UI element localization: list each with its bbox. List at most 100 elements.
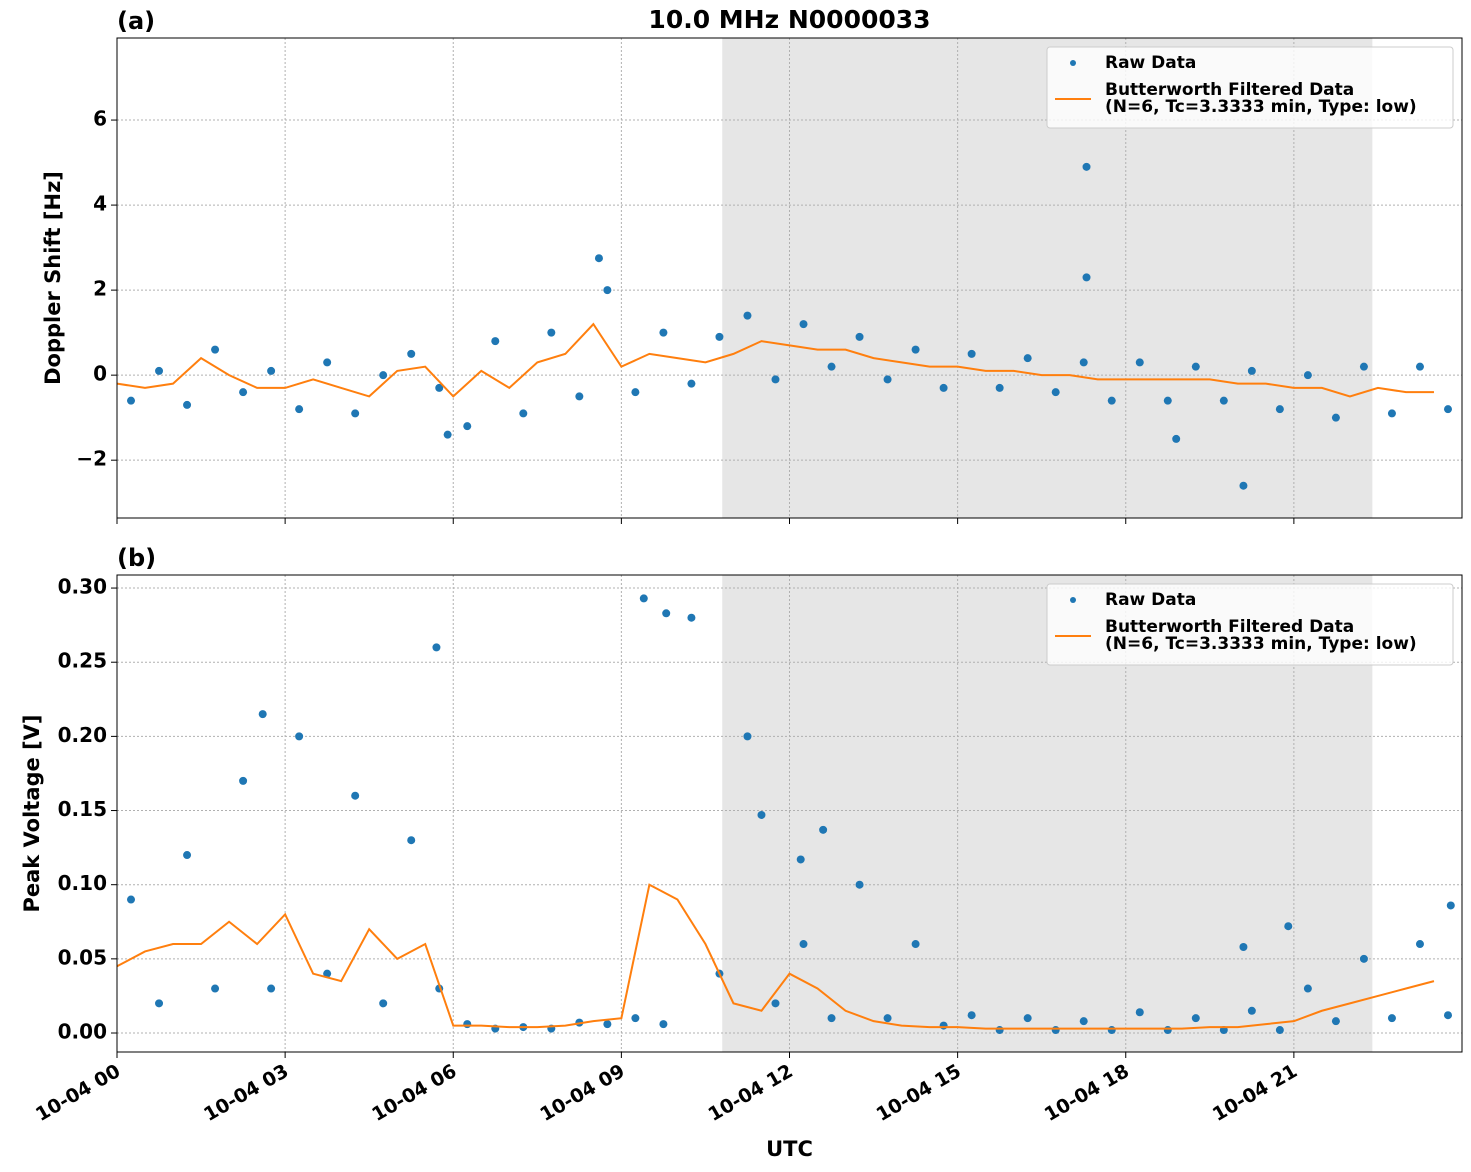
raw-point (127, 895, 136, 904)
y-axis-label: Peak Voltage [V] (20, 714, 44, 912)
raw-point (631, 1014, 640, 1023)
raw-point (662, 609, 671, 618)
y-tick-label: 0.25 (58, 649, 107, 673)
raw-point (351, 409, 360, 418)
y-tick-label: 0.10 (58, 871, 107, 895)
legend-marker (1070, 60, 1076, 66)
raw-point (967, 349, 976, 358)
raw-point (603, 1020, 612, 1029)
raw-point (743, 311, 752, 320)
raw-point (1443, 405, 1452, 414)
raw-point (1359, 954, 1368, 963)
raw-point (183, 851, 192, 860)
raw-point (883, 1014, 892, 1023)
raw-point (323, 358, 332, 367)
plot-area (117, 162, 1452, 490)
raw-point (796, 855, 805, 864)
raw-point (127, 396, 136, 405)
x-tick-label: 10-04 00 (32, 1060, 124, 1126)
chart-title: 10.0 MHz N0000033 (648, 5, 930, 34)
raw-point (1135, 358, 1144, 367)
x-axis-label: UTC (766, 1137, 813, 1161)
raw-point (911, 345, 920, 354)
raw-point (799, 320, 808, 329)
raw-point (407, 349, 416, 358)
x-tick-label: 10-04 03 (200, 1060, 292, 1126)
raw-point (1107, 1026, 1116, 1035)
raw-point (323, 969, 332, 978)
raw-point (1247, 366, 1256, 375)
raw-point (1163, 396, 1172, 405)
raw-point (819, 825, 828, 834)
x-tick-label: 10-04 15 (873, 1060, 965, 1126)
raw-point (1275, 405, 1284, 414)
raw-point (1163, 1026, 1172, 1035)
raw-point (1275, 1026, 1284, 1035)
raw-point (1387, 1014, 1396, 1023)
raw-point (1239, 481, 1248, 490)
x-tick-label: 10-04 12 (704, 1060, 796, 1126)
raw-point (659, 1020, 668, 1029)
y-tick-label: 4 (93, 192, 107, 216)
legend-label: Raw Data (1105, 590, 1196, 610)
raw-point (267, 366, 276, 375)
raw-point (1415, 362, 1424, 371)
raw-point (687, 379, 696, 388)
raw-point (1191, 362, 1200, 371)
raw-point (351, 791, 360, 800)
raw-point (295, 732, 304, 741)
raw-point (1107, 396, 1116, 405)
legend-label: Butterworth Filtered Data (N=6, Tc=3.3333… (1105, 617, 1417, 654)
plot-area (117, 594, 1455, 1035)
raw-point (211, 984, 220, 993)
raw-point (603, 286, 612, 295)
raw-point (939, 1021, 948, 1030)
legend-label: Butterworth Filtered Data (N=6, Tc=3.3333… (1105, 80, 1417, 117)
raw-point (1172, 434, 1181, 443)
raw-point (687, 613, 696, 622)
raw-point (1303, 371, 1312, 380)
raw-point (463, 1020, 472, 1029)
raw-point (639, 594, 648, 603)
raw-point (155, 999, 164, 1008)
raw-point (757, 810, 766, 819)
raw-point (1082, 162, 1091, 171)
raw-point (379, 999, 388, 1008)
raw-point (1247, 1006, 1256, 1015)
panel-label: (a) (117, 7, 155, 35)
raw-point (743, 732, 752, 741)
raw-point (1023, 354, 1032, 363)
raw-point (1303, 984, 1312, 993)
raw-point (258, 710, 267, 719)
raw-point (211, 345, 220, 354)
raw-point (239, 776, 248, 785)
raw-point (1415, 940, 1424, 949)
legend-marker (1070, 597, 1076, 603)
raw-point (1219, 396, 1228, 405)
x-tick-label: 10-04 06 (368, 1060, 460, 1126)
filtered-line (117, 883, 1435, 1030)
raw-point (463, 422, 472, 431)
x-tick-label: 10-04 18 (1041, 1060, 1133, 1126)
raw-point (1284, 922, 1293, 931)
y-tick-label: 0.30 (58, 575, 107, 599)
raw-point (295, 405, 304, 414)
raw-point (1446, 901, 1455, 910)
y-tick-label: 6 (93, 107, 107, 131)
raw-point (883, 375, 892, 384)
legend-box (1046, 583, 1454, 666)
x-tick-label: 10-04 21 (1209, 1060, 1301, 1126)
raw-point (1023, 1014, 1032, 1023)
y-tick-label: 0.00 (58, 1020, 107, 1044)
plot-frame (116, 37, 1463, 519)
plot-frame (116, 574, 1463, 1053)
raw-point (1443, 1011, 1452, 1020)
raw-point (435, 383, 444, 392)
y-tick-label: 0.15 (58, 797, 107, 821)
raw-point (155, 366, 164, 375)
raw-point (995, 1026, 1004, 1035)
raw-point (855, 880, 864, 889)
raw-point (1135, 1008, 1144, 1017)
raw-point (519, 409, 528, 418)
y-axis-label: Doppler Shift [Hz] (41, 171, 65, 385)
